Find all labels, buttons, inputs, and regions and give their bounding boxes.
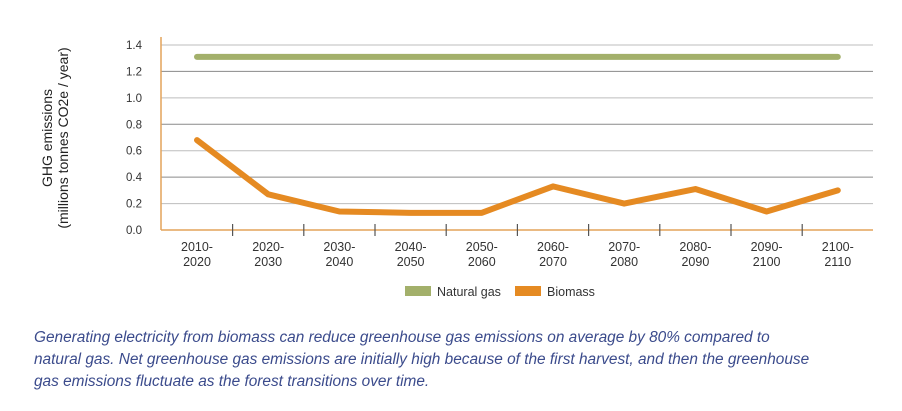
caption-line: natural gas. Net greenhouse gas emission…: [34, 351, 810, 368]
x-tick-label: 2040: [325, 255, 353, 269]
x-tick-label: 2070: [539, 255, 567, 269]
y-tick-label: 1.4: [126, 40, 143, 52]
x-tick-label: 2090-: [751, 240, 783, 254]
series-line-biomass: [194, 137, 841, 216]
figure-caption: Generating electricity from biomass can …: [34, 327, 894, 393]
legend-label: Natural gas: [437, 285, 501, 299]
x-tick-label: 2090: [681, 255, 709, 269]
y-tick-label: 1.0: [126, 93, 142, 105]
legend-swatch: [405, 286, 431, 296]
y-tick-label: 0.4: [126, 172, 143, 184]
caption-line: gas emissions fluctuate as the forest tr…: [34, 373, 430, 390]
x-tick-label: 2060: [468, 255, 496, 269]
x-tick-label: 2060-: [537, 240, 569, 254]
y-tick-label: 0.2: [126, 199, 142, 211]
caption-line: Generating electricity from biomass can …: [34, 329, 770, 346]
x-tick-label: 2020: [183, 255, 211, 269]
y-axis-label-line: GHG emissions: [39, 89, 55, 187]
x-tick-label: 2020-: [252, 240, 284, 254]
x-tick-label: 2100: [753, 255, 781, 269]
x-tick-label: 2040-: [395, 240, 427, 254]
emissions-line-chart: 0.00.20.40.60.81.01.21.42010-20202020-20…: [39, 37, 873, 299]
x-tick-label: 2070-: [608, 240, 640, 254]
legend-swatch: [515, 286, 541, 296]
y-axis-label-line: (millions tonnes CO2e / year): [55, 47, 71, 228]
x-tick-label: 2080: [610, 255, 638, 269]
y-axis-label: GHG emissions (millions tonnes CO2e / yea…: [39, 47, 71, 228]
y-tick-label: 0.0: [126, 225, 142, 237]
legend-label: Biomass: [547, 285, 595, 299]
x-tick-label: 2050: [397, 255, 425, 269]
x-tick-label: 2030-: [323, 240, 355, 254]
y-tick-label: 1.2: [126, 66, 142, 78]
x-tick-label: 2100-: [822, 240, 854, 254]
x-tick-label: 2030: [254, 255, 282, 269]
x-tick-label: 2050-: [466, 240, 498, 254]
y-tick-label: 0.6: [126, 146, 142, 158]
x-tick-label: 2010-: [181, 240, 213, 254]
x-tick-label: 2080-: [679, 240, 711, 254]
x-tick-label: 2110: [824, 255, 851, 269]
y-tick-label: 0.8: [126, 119, 142, 131]
